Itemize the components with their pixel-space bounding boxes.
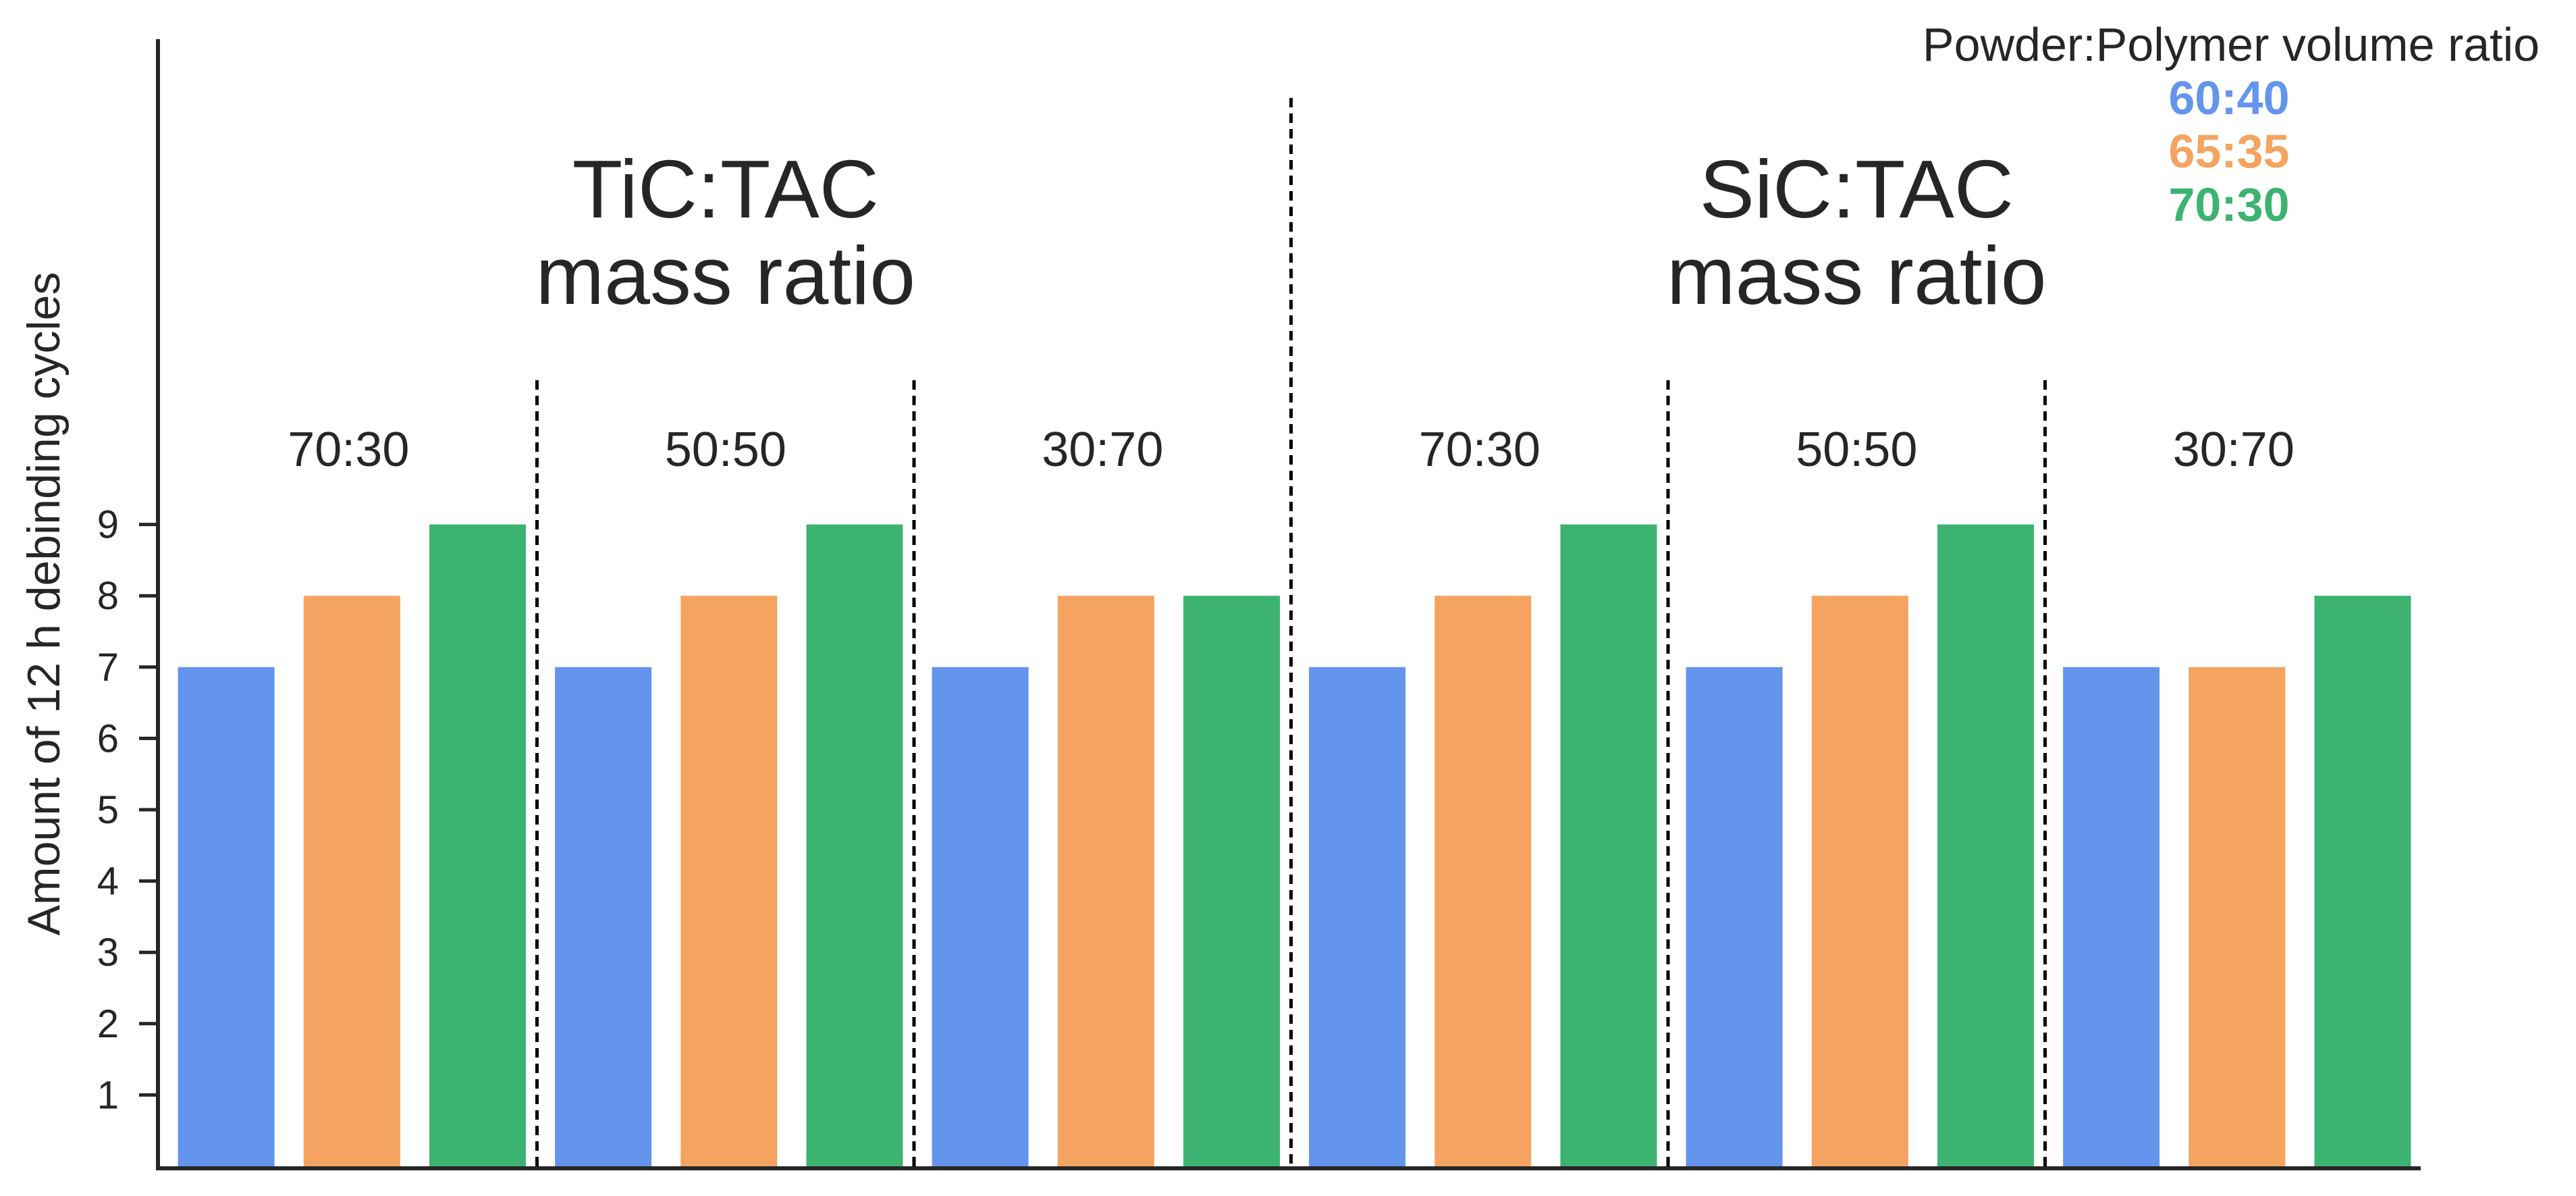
y-tick-label-7: 7 <box>97 646 119 690</box>
y-tick-label-3: 3 <box>97 931 119 974</box>
bar-60-40-cat-3 <box>932 667 1029 1166</box>
y-tick-label-9: 9 <box>97 503 119 547</box>
family-label-1: TiC:TAC mass ratio <box>535 143 915 321</box>
family-label-line-2-2: mass ratio <box>1667 230 2047 321</box>
bar-65-35-cat-4 <box>1434 596 1532 1166</box>
family-label-line-1-2: mass ratio <box>535 230 915 321</box>
y-ticks-layer: 1 2 3 4 5 6 7 8 9 <box>97 503 158 1117</box>
y-tick-label-6: 6 <box>97 717 119 760</box>
bar-70-30-cat-3 <box>1183 596 1280 1166</box>
bar-70-30-cat-2 <box>806 524 903 1166</box>
bar-60-40-cat-5 <box>1686 667 1783 1166</box>
category-label-1: 70:30 <box>288 423 409 477</box>
category-label-2: 50:50 <box>665 423 786 477</box>
y-tick-label-2: 2 <box>97 1002 119 1046</box>
category-label-3: 30:70 <box>1042 423 1163 477</box>
bar-70-30-cat-1 <box>429 524 526 1166</box>
bar-70-30-cat-5 <box>1937 524 2034 1166</box>
legend: Powder:Polymer volume ratio 60:4065:3570… <box>1923 18 2540 231</box>
y-axis-label: Amount of 12 h debinding cycles <box>18 272 70 936</box>
legend-item-60-40: 60:40 <box>2168 72 2289 124</box>
bar-65-35-cat-1 <box>303 596 400 1166</box>
axes-layer <box>156 39 2421 1170</box>
bar-65-35-cat-2 <box>680 596 778 1166</box>
bars-layer <box>178 524 2411 1166</box>
bar-60-40-cat-2 <box>555 667 652 1166</box>
category-label-5: 50:50 <box>1796 423 1917 477</box>
family-label-line-2-1: SiC:TAC <box>1700 143 2014 235</box>
bar-65-35-cat-3 <box>1057 596 1154 1166</box>
category-label-4: 70:30 <box>1419 423 1540 477</box>
y-tick-label-8: 8 <box>97 574 119 618</box>
family-label-2: SiC:TAC mass ratio <box>1667 143 2047 321</box>
bar-60-40-cat-4 <box>1309 667 1406 1166</box>
legend-title: Powder:Polymer volume ratio <box>1923 18 2540 71</box>
y-tick-label-5: 5 <box>97 788 119 832</box>
y-tick-label-1: 1 <box>97 1073 119 1117</box>
legend-item-65-35: 65:35 <box>2168 125 2289 178</box>
bar-65-35-cat-5 <box>1811 596 1908 1166</box>
bar-70-30-cat-6 <box>2314 596 2411 1166</box>
family-label-line-1-1: TiC:TAC <box>572 143 879 235</box>
bar-60-40-cat-6 <box>2063 667 2160 1166</box>
group-labels-layer: 70:30 50:50 30:70 70:30 50:50 30:70 <box>288 423 2295 477</box>
bar-70-30-cat-4 <box>1560 524 1657 1166</box>
y-tick-label-4: 4 <box>97 860 119 904</box>
legend-item-70-30: 70:30 <box>2168 178 2289 231</box>
category-label-6: 30:70 <box>2173 423 2295 477</box>
bar-65-35-cat-6 <box>2189 667 2286 1166</box>
bar-60-40-cat-1 <box>178 667 275 1166</box>
separators-layer <box>535 98 2047 1168</box>
